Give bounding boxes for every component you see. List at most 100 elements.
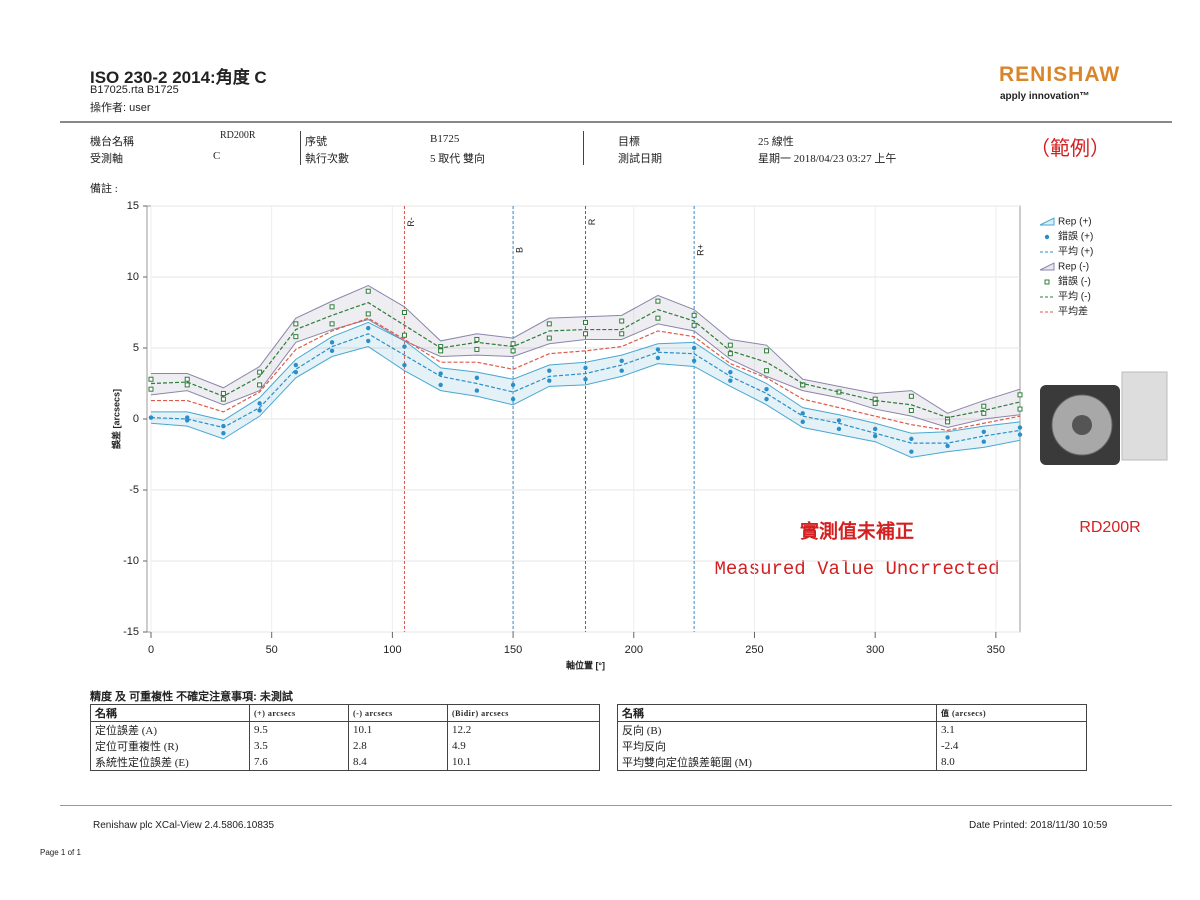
error-point <box>401 332 407 338</box>
info-label: 機台名稱 <box>90 136 134 148</box>
table-cell: -2.4 <box>936 738 1087 754</box>
rep-edge <box>150 346 1021 458</box>
mean-line <box>150 301 1021 419</box>
table-row: 名稱 (+) arcsecs (-) arcsecs (Bidir) arcsecs <box>90 704 600 722</box>
operator: 操作者: user <box>90 102 151 114</box>
error-point <box>365 288 371 294</box>
y-tick-label: -15 <box>123 626 139 638</box>
info-value: 星期一 2018/04/23 03:27 上午 <box>758 153 897 165</box>
error-point <box>474 388 480 393</box>
error-point <box>257 401 262 406</box>
error-point <box>727 342 733 348</box>
error-point <box>981 410 987 416</box>
error-point <box>583 319 588 325</box>
error-point <box>366 325 371 331</box>
table-row: 定位可重複性 (R) 3.5 2.8 4.9 <box>90 738 600 754</box>
error-point <box>583 331 588 337</box>
table-cell: (Bidir) arcsecs <box>447 704 600 722</box>
error-point <box>1017 425 1023 430</box>
x-tick-label: 250 <box>745 644 763 656</box>
error-point <box>148 415 154 420</box>
x-tick-label: 200 <box>625 644 643 656</box>
error-point <box>981 439 986 444</box>
error-point <box>293 321 299 327</box>
remarks: 備註 : <box>90 183 118 195</box>
error-point <box>401 310 407 315</box>
table-cell: 8.4 <box>348 754 448 771</box>
rep-edge <box>150 319 1021 429</box>
table-caption: 精度 及 可重複性 不確定注意事項: 未測試 <box>90 691 293 703</box>
info-label: 執行次數 <box>305 153 349 165</box>
reference-label: R+ <box>696 244 706 256</box>
error-point <box>1017 392 1023 398</box>
error-point <box>402 344 407 349</box>
error-point <box>510 341 516 347</box>
table-cell: 8.0 <box>936 754 1087 771</box>
legend-label: 錯誤 (+) <box>1058 230 1093 243</box>
error-point <box>945 443 950 449</box>
rep-band <box>151 285 1020 428</box>
error-point <box>184 376 190 382</box>
error-point <box>438 382 443 388</box>
error-point <box>728 378 733 383</box>
rep-edge <box>151 284 1021 414</box>
error-point <box>800 411 805 416</box>
error-point <box>945 435 950 440</box>
error-point <box>510 396 516 402</box>
info-value: RD200R <box>220 130 256 141</box>
error-point <box>148 386 154 392</box>
error-point <box>583 365 588 371</box>
error-point <box>655 347 661 352</box>
chart: RD200R 實測值未補正 Measured Value Uncrrected … <box>110 200 1168 670</box>
x-axis-label: 軸位置 [°] <box>566 659 605 670</box>
table-cell: 10.1 <box>447 754 600 771</box>
table-row: 名稱值 (arcsecs) <box>617 704 1087 722</box>
file-name: B17025.rta B1725 <box>90 84 179 96</box>
error-point <box>220 396 226 402</box>
error-point <box>764 386 769 392</box>
y-tick-label: 10 <box>127 271 139 283</box>
error-point <box>655 355 661 361</box>
y-tick-label: 5 <box>133 342 139 354</box>
report-title: ISO 230-2 2014:角度 C <box>90 68 267 87</box>
table-cell: 9.5 <box>249 721 349 738</box>
product-photo <box>1072 415 1092 435</box>
table-cell: 4.9 <box>447 738 600 754</box>
header-rule <box>60 121 1172 123</box>
legend-label: Rep (+) <box>1058 217 1092 228</box>
table-cell: 10.1 <box>348 721 448 738</box>
tagline: apply innovation™ <box>1000 91 1090 102</box>
error-point <box>764 348 770 354</box>
error-point <box>981 429 986 434</box>
info-label: 受測軸 <box>90 153 123 165</box>
error-point <box>872 433 878 439</box>
legend-symbol <box>1044 234 1050 240</box>
legend-label: Rep (-) <box>1058 262 1089 273</box>
error-point <box>872 426 878 432</box>
error-point <box>329 304 335 310</box>
table-row: 系統性定位誤差 (E) 7.6 8.4 10.1 <box>90 754 600 771</box>
error-point <box>981 403 987 409</box>
table-cell: 系統性定位誤差 (E) <box>90 754 250 771</box>
error-point <box>583 377 588 382</box>
error-point <box>474 336 480 342</box>
error-point <box>619 318 625 324</box>
error-point <box>546 321 552 327</box>
error-point <box>365 311 371 317</box>
error-point <box>836 426 842 432</box>
error-point <box>546 335 552 341</box>
y-tick-label: -5 <box>129 484 139 496</box>
error-point <box>727 351 733 357</box>
error-point <box>764 368 770 374</box>
error-point <box>1017 406 1023 412</box>
reference-label: B <box>514 247 524 253</box>
error-point <box>655 315 661 321</box>
info-value: 25 線性 <box>758 136 794 148</box>
table-cell: 名稱 <box>617 704 937 722</box>
x-tick-label: 0 <box>148 644 154 656</box>
software: Renishaw plc XCal-View 2.4.5806.10835 <box>93 820 275 831</box>
legend-label: 平均 (-) <box>1058 291 1091 303</box>
error-point <box>547 378 552 383</box>
error-point <box>474 346 480 352</box>
table-cell: (+) arcsecs <box>249 704 349 722</box>
